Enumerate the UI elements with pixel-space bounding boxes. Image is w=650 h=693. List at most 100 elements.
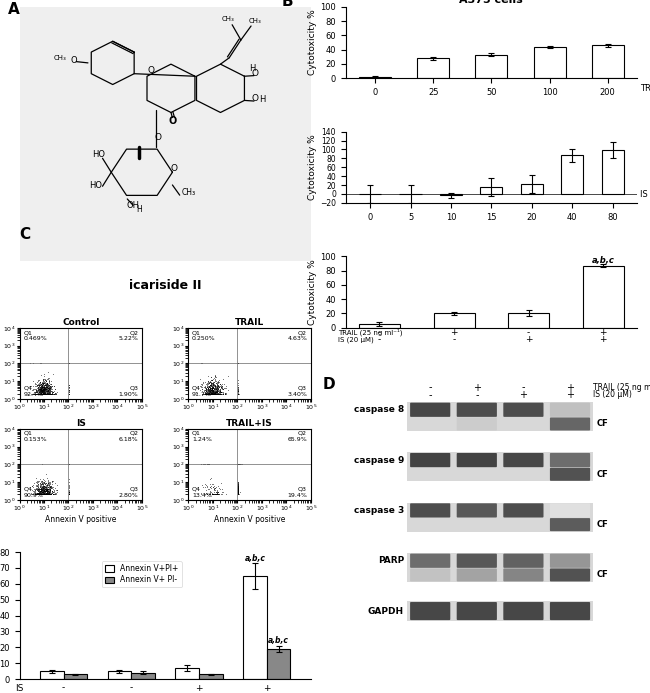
Point — [40, 489, 50, 500]
Point — [232, 459, 242, 470]
Point — [206, 388, 216, 399]
Point — [36, 489, 47, 500]
Point — [207, 385, 218, 396]
Point — [44, 380, 54, 391]
Point — [34, 489, 44, 500]
Point — [38, 482, 49, 493]
Point — [232, 459, 242, 470]
Point — [196, 489, 207, 500]
Point — [205, 388, 216, 399]
Point — [232, 459, 242, 470]
Point — [232, 459, 242, 470]
Point — [42, 488, 53, 499]
Point — [232, 459, 242, 470]
Point — [40, 388, 50, 399]
Point — [232, 489, 242, 500]
Point — [36, 386, 47, 397]
Text: +: + — [195, 683, 203, 692]
Point — [40, 489, 50, 500]
Point — [232, 459, 242, 470]
Point — [232, 459, 242, 470]
Point — [31, 489, 41, 500]
Point — [36, 487, 46, 498]
Point — [33, 381, 44, 392]
Point — [199, 385, 209, 396]
Point — [37, 478, 47, 489]
Point — [209, 379, 219, 390]
Point — [36, 477, 46, 488]
Point — [232, 459, 242, 470]
Point — [34, 378, 44, 389]
Point — [201, 388, 211, 399]
Point — [64, 459, 74, 470]
Point — [42, 487, 52, 498]
Point — [232, 459, 242, 470]
Point — [232, 489, 242, 500]
Point — [40, 486, 50, 497]
Point — [44, 388, 54, 399]
Point — [38, 481, 48, 492]
Point — [212, 381, 222, 392]
Point — [49, 387, 60, 398]
Point — [37, 475, 47, 486]
Point — [200, 388, 210, 399]
Point — [40, 489, 51, 500]
Point — [36, 388, 46, 399]
Point — [232, 478, 242, 489]
Point — [42, 484, 52, 495]
Point — [36, 382, 47, 393]
Text: +: + — [566, 383, 574, 392]
Point — [200, 378, 211, 389]
Point — [208, 388, 218, 399]
Point — [39, 378, 49, 389]
Point — [49, 380, 59, 392]
Point — [36, 388, 47, 399]
Point — [207, 388, 217, 399]
Point — [207, 383, 217, 394]
Point — [39, 382, 49, 393]
Point — [37, 489, 47, 500]
Point — [205, 388, 215, 399]
Point — [47, 486, 57, 497]
Point — [64, 358, 74, 369]
Point — [232, 459, 242, 470]
Point — [203, 388, 213, 399]
Point — [36, 385, 46, 396]
Point — [232, 459, 242, 470]
Point — [203, 383, 213, 394]
Point — [232, 489, 242, 500]
Point — [41, 388, 51, 399]
Point — [42, 388, 52, 399]
Point — [232, 459, 242, 470]
Point — [37, 388, 47, 399]
Point — [232, 486, 242, 498]
Point — [211, 388, 221, 399]
Point — [46, 482, 56, 493]
Point — [205, 388, 215, 399]
Point — [232, 388, 242, 399]
Point — [38, 384, 49, 395]
Point — [208, 379, 218, 390]
Point — [213, 387, 223, 398]
Point — [42, 383, 52, 394]
Point — [214, 388, 224, 399]
Point — [232, 459, 242, 470]
Point — [211, 489, 222, 500]
Point — [208, 489, 218, 500]
Point — [36, 385, 47, 396]
Point — [40, 489, 51, 500]
Point — [232, 480, 242, 491]
Point — [232, 374, 242, 385]
Point — [45, 477, 55, 488]
Point — [207, 385, 217, 396]
Point — [46, 482, 57, 493]
Point — [45, 486, 55, 497]
Point — [36, 388, 46, 399]
Point — [232, 459, 242, 470]
Point — [232, 459, 242, 470]
Point — [39, 378, 49, 389]
Point — [40, 489, 51, 500]
Point — [232, 459, 242, 470]
Point — [38, 382, 49, 393]
Point — [216, 380, 227, 392]
